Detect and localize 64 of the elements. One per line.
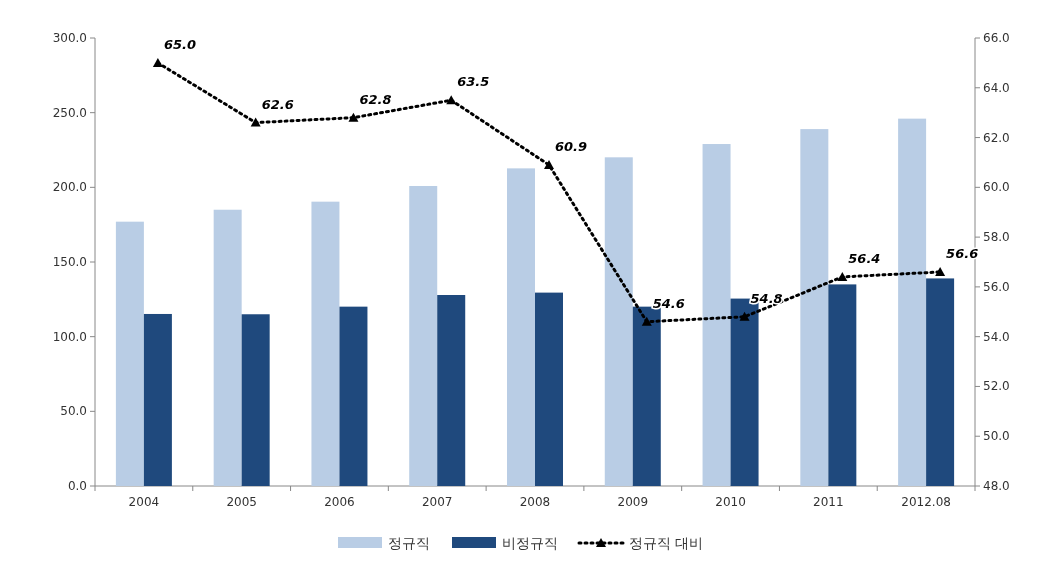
point — [250, 117, 261, 127]
bar — [535, 292, 563, 486]
bar — [311, 201, 340, 486]
y-tick-label: 200.0 — [52, 180, 87, 195]
point — [935, 266, 946, 276]
data-label: 62.6 — [261, 96, 294, 112]
x-tick-label: 2007 — [421, 495, 453, 509]
data-label: 62.8 — [359, 91, 392, 107]
point — [837, 271, 848, 281]
legend-label: 정규직 — [388, 535, 430, 551]
y2-tick-label: 56.0 — [983, 279, 1010, 294]
bar — [828, 284, 857, 486]
y-tick-label: 0.0 — [67, 479, 87, 493]
y2-tick-label: 50.0 — [983, 429, 1010, 444]
x-tick-label: 2004 — [128, 495, 160, 509]
x-tick-label: 2009 — [617, 495, 649, 509]
point — [446, 95, 457, 105]
y2-tick-label: 60.0 — [983, 180, 1010, 195]
x-tick-label: 2011 — [813, 495, 844, 509]
bar — [115, 221, 144, 486]
x-tick-label: 2006 — [324, 495, 355, 509]
point — [641, 316, 652, 326]
y2-tick-label: 66.0 — [983, 31, 1010, 45]
data-label: 54.6 — [652, 295, 685, 311]
bar — [339, 306, 368, 486]
y-tick-label: 50.0 — [60, 404, 87, 419]
y-tick-label: 300.0 — [52, 31, 87, 45]
data-label: 56.6 — [946, 245, 979, 261]
bar — [213, 209, 242, 486]
y2-tick-label: 48.0 — [983, 479, 1010, 493]
bar — [926, 278, 955, 486]
bar — [604, 157, 633, 486]
y2-tick-label: 64.0 — [983, 80, 1010, 95]
bar — [632, 306, 661, 486]
bar — [507, 168, 535, 486]
bar — [143, 313, 172, 486]
y2-tick-label: 54.0 — [983, 329, 1010, 344]
data-label: 63.5 — [457, 74, 490, 90]
y-tick-label: 100.0 — [52, 329, 87, 344]
x-tick-label: 2012.08 — [901, 495, 951, 509]
bar — [898, 118, 927, 486]
point — [348, 112, 359, 122]
point — [152, 57, 163, 67]
bar — [437, 295, 466, 486]
x-tick-label: 2010 — [715, 495, 746, 509]
legend-label: 정규직 대비 — [629, 535, 704, 551]
x-tick-label: 2005 — [226, 495, 257, 509]
point — [739, 311, 750, 321]
bar — [409, 185, 438, 486]
bar — [702, 144, 731, 486]
data-label: 54.8 — [750, 290, 783, 306]
y-tick-label: 250.0 — [52, 105, 87, 120]
y2-tick-label: 52.0 — [983, 379, 1010, 394]
y2-tick-label: 58.0 — [983, 230, 1010, 245]
y-tick-label: 150.0 — [52, 255, 87, 269]
bar — [800, 129, 829, 486]
data-label: 60.9 — [555, 138, 588, 154]
bar — [241, 314, 270, 486]
point — [544, 159, 554, 169]
legend-label: 비정규직 — [502, 535, 558, 551]
data-label: 56.4 — [848, 250, 881, 266]
data-label: 65.0 — [163, 36, 196, 52]
y2-tick-label: 62.0 — [983, 130, 1010, 145]
x-tick-label: 2008 — [519, 495, 551, 509]
